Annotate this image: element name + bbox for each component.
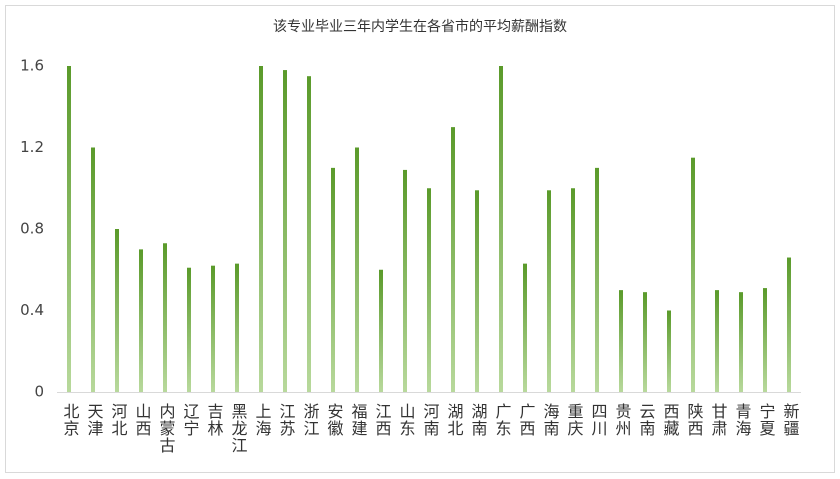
x-tick-label: 江西: [373, 403, 392, 437]
bar: [619, 290, 623, 392]
x-tick-label: 吉林: [205, 403, 224, 437]
x-tick-label: 湖北: [445, 403, 464, 437]
x-tick-label: 宁夏: [757, 403, 776, 437]
bar: [331, 167, 335, 392]
bar: [163, 243, 167, 392]
y-tick-label: 1.2: [20, 138, 44, 156]
x-tick-label: 内蒙古: [157, 403, 176, 454]
x-tick-label: 辽宁: [181, 403, 200, 437]
x-tick-label: 广西: [517, 403, 536, 437]
bar: [91, 147, 95, 392]
x-tick-label: 海南: [541, 403, 560, 437]
bar: [739, 292, 743, 392]
bar: [547, 190, 551, 392]
bar: [571, 188, 575, 392]
x-tick-label: 浙江: [301, 403, 320, 437]
bar: [403, 169, 407, 392]
x-tick-label: 新疆: [781, 403, 800, 437]
bar: [667, 310, 671, 392]
x-tick-label: 山西: [133, 403, 152, 437]
x-tick-label: 广东: [493, 403, 512, 437]
y-tick-label: 0.4: [20, 301, 44, 319]
bar: [115, 229, 119, 392]
x-tick-label: 北京: [61, 403, 80, 437]
x-tick-label: 四川: [589, 403, 608, 437]
x-tick-label: 湖南: [469, 403, 488, 437]
bar: [379, 269, 383, 392]
x-tick-label: 西藏: [661, 403, 680, 437]
x-tick-label: 江苏: [277, 403, 296, 437]
bar: [595, 167, 599, 392]
x-tick-label: 黑龙江: [229, 403, 248, 454]
bar: [259, 66, 263, 392]
x-tick-label: 安徽: [325, 403, 344, 437]
x-tick-label: 山东: [397, 403, 416, 437]
y-tick-label: 0.8: [20, 220, 44, 238]
x-tick-label: 天津: [85, 403, 104, 437]
bar: [67, 66, 71, 392]
x-tick-label: 河南: [421, 403, 440, 437]
x-tick-label: 甘肃: [709, 403, 728, 437]
bar: [763, 288, 767, 392]
bar: [235, 263, 239, 392]
x-tick-label: 上海: [253, 403, 272, 437]
chart-title: 该专业毕业三年内学生在各省市的平均薪酬指数: [273, 18, 567, 35]
bar: [283, 70, 287, 392]
bar: [187, 267, 191, 392]
bar: [499, 66, 503, 392]
bar: [211, 265, 215, 392]
x-tick-label: 福建: [349, 403, 368, 437]
x-tick-label: 重庆: [565, 403, 584, 437]
bar: [523, 263, 527, 392]
bar: [451, 127, 455, 392]
y-tick-label: 1.6: [20, 57, 44, 75]
bar: [715, 290, 719, 392]
y-tick-label: 0: [34, 383, 44, 401]
bar: [427, 188, 431, 392]
bar: [691, 157, 695, 392]
x-tick-label: 陕西: [685, 403, 704, 437]
chart-border: [5, 5, 835, 473]
bar: [139, 249, 143, 392]
bar: [787, 257, 791, 392]
x-tick-label: 青海: [733, 403, 752, 437]
x-tick-label: 云南: [637, 403, 656, 437]
x-tick-label: 贵州: [613, 403, 632, 437]
bar: [643, 292, 647, 392]
bar: [307, 76, 311, 392]
x-tick-label: 河北: [109, 403, 128, 437]
bar: [355, 147, 359, 392]
bar: [475, 190, 479, 392]
